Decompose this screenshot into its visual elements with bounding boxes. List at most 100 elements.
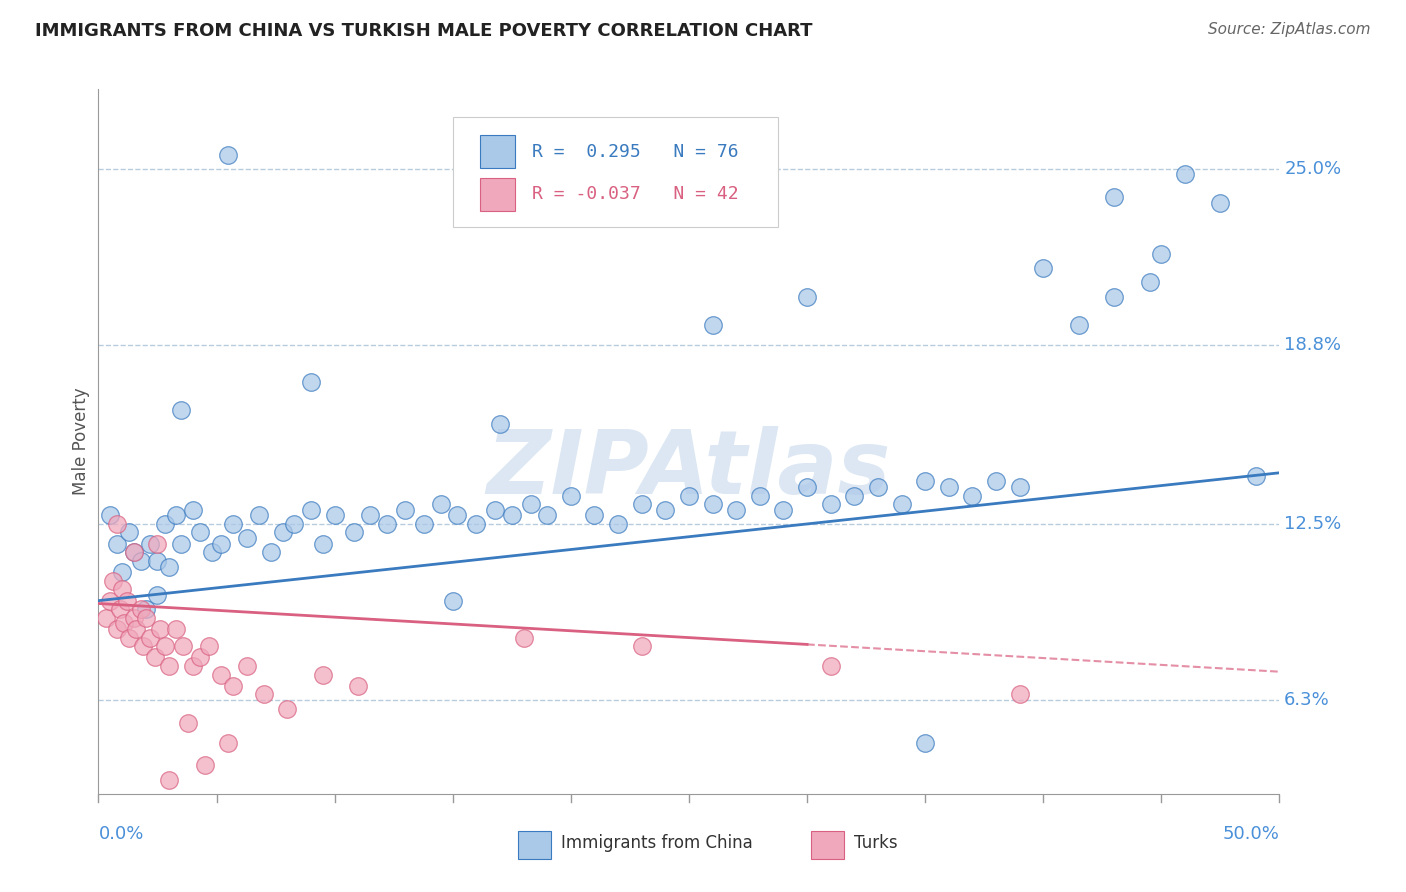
Text: Turks: Turks [855, 834, 898, 852]
Point [101, 574, 124, 588]
Point [446, 508, 468, 523]
Point [583, 508, 606, 523]
FancyBboxPatch shape [479, 135, 516, 169]
Point [844, 489, 866, 503]
Point [630, 497, 652, 511]
Point [118, 631, 141, 645]
Text: 50.0%: 50.0% [1223, 825, 1279, 843]
Text: 18.8%: 18.8% [1284, 336, 1341, 354]
Point [501, 508, 523, 523]
Point [359, 508, 381, 523]
Point [323, 508, 346, 523]
Point [236, 659, 259, 673]
Text: R = -0.037   N = 42: R = -0.037 N = 42 [531, 186, 738, 203]
Point [484, 502, 506, 516]
Point [678, 489, 700, 503]
Point [299, 502, 322, 516]
Text: R =  0.295   N = 76: R = 0.295 N = 76 [531, 143, 738, 161]
Point [188, 525, 211, 540]
Point [165, 622, 187, 636]
Point [260, 545, 283, 559]
Point [1102, 190, 1125, 204]
Point [111, 582, 134, 597]
Point [146, 537, 169, 551]
Point [607, 516, 630, 531]
Text: ZIPAtlas: ZIPAtlas [486, 426, 891, 513]
Point [866, 480, 889, 494]
Point [139, 631, 162, 645]
Point [198, 639, 221, 653]
Point [209, 537, 232, 551]
Point [135, 610, 157, 624]
Point [165, 508, 187, 523]
Point [122, 545, 145, 559]
Point [112, 616, 135, 631]
Text: Immigrants from China: Immigrants from China [561, 834, 754, 852]
Point [312, 537, 335, 551]
Point [725, 502, 748, 516]
Point [820, 659, 842, 673]
Point [1209, 195, 1232, 210]
Point [153, 639, 176, 653]
Point [283, 516, 305, 531]
Point [132, 639, 155, 653]
Point [312, 667, 335, 681]
Point [94, 610, 117, 624]
Point [702, 497, 724, 511]
Point [146, 554, 169, 568]
Point [938, 480, 960, 494]
Point [441, 593, 464, 607]
FancyBboxPatch shape [453, 118, 778, 227]
Point [1067, 318, 1090, 332]
Text: 12.5%: 12.5% [1284, 515, 1341, 533]
Point [299, 375, 322, 389]
Point [1139, 276, 1161, 290]
Point [820, 497, 842, 511]
Point [146, 588, 169, 602]
Text: 25.0%: 25.0% [1284, 160, 1341, 178]
Point [111, 566, 134, 580]
Point [630, 639, 652, 653]
Point [512, 631, 534, 645]
Point [157, 659, 180, 673]
Point [181, 659, 204, 673]
Point [157, 559, 180, 574]
Point [122, 610, 145, 624]
Point [209, 667, 232, 681]
Point [890, 497, 912, 511]
Text: 6.3%: 6.3% [1284, 691, 1330, 709]
Text: 0.0%: 0.0% [98, 825, 143, 843]
Point [115, 593, 138, 607]
Point [247, 508, 270, 523]
Point [108, 602, 131, 616]
Point [772, 502, 794, 516]
Text: IMMIGRANTS FROM CHINA VS TURKISH MALE POVERTY CORRELATION CHART: IMMIGRANTS FROM CHINA VS TURKISH MALE PO… [35, 22, 813, 40]
FancyBboxPatch shape [479, 178, 516, 211]
Point [748, 489, 770, 503]
Point [914, 736, 936, 750]
Point [465, 516, 488, 531]
Point [170, 403, 193, 417]
Point [347, 679, 370, 693]
Point [105, 516, 128, 531]
Point [201, 545, 224, 559]
Point [217, 736, 239, 750]
Point [105, 537, 128, 551]
Y-axis label: Male Poverty: Male Poverty [72, 388, 90, 495]
Point [914, 475, 936, 489]
Point [796, 480, 818, 494]
Point [143, 650, 166, 665]
Point [342, 525, 364, 540]
Point [560, 489, 582, 503]
Point [394, 502, 416, 516]
Point [236, 531, 259, 545]
Point [1008, 688, 1031, 702]
Point [188, 650, 211, 665]
FancyBboxPatch shape [811, 830, 844, 859]
Point [253, 688, 276, 702]
Point [984, 475, 1007, 489]
Point [129, 602, 152, 616]
Point [181, 502, 204, 516]
Point [98, 508, 121, 523]
Point [1174, 168, 1197, 182]
